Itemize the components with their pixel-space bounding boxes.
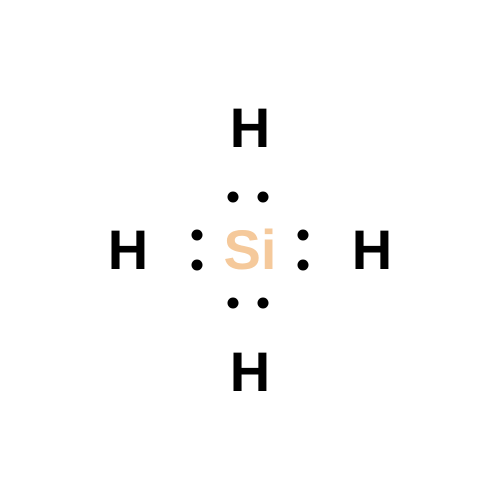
center-atom-si: Si (224, 222, 277, 278)
electron-dot-1b (298, 260, 309, 271)
electron-dot-3b (192, 260, 203, 271)
outer-atom-h-0: H (230, 100, 270, 156)
outer-atom-h-1: H (352, 222, 392, 278)
electron-dot-2a (228, 298, 239, 309)
electron-dot-0a (228, 192, 239, 203)
outer-atom-h-3: H (108, 222, 148, 278)
outer-atom-h-2: H (230, 344, 270, 400)
electron-dot-1a (298, 230, 309, 241)
electron-dot-3a (192, 230, 203, 241)
electron-dot-0b (258, 192, 269, 203)
electron-dot-2b (258, 298, 269, 309)
